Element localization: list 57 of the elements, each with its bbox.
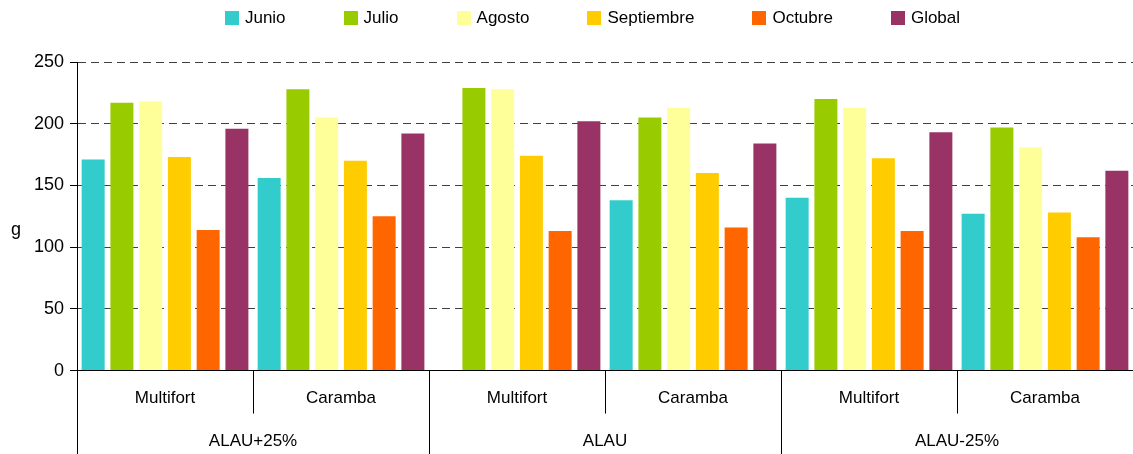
bar: [81, 159, 105, 371]
text: ALAU-25%: [914, 431, 1000, 451]
bar: [343, 160, 367, 371]
x-tick-label: Multifort: [134, 388, 196, 408]
legend-label: Junio: [244, 8, 286, 28]
bar: [225, 128, 249, 371]
bar: [638, 117, 662, 371]
y-tick-label: 150: [33, 174, 65, 195]
legend-label: Julio: [363, 8, 399, 28]
bar: [257, 178, 281, 371]
bar: [286, 89, 310, 371]
bar: [491, 89, 515, 371]
legend-label: Octubre: [772, 8, 833, 28]
bar: [695, 173, 719, 371]
y-tick-label: 100: [33, 236, 65, 257]
bar: [667, 107, 691, 371]
bar: [110, 102, 134, 371]
text: ALAU+25%: [208, 431, 298, 451]
x-tick-label: Multifort: [838, 388, 900, 408]
y-tick-label: 250: [33, 50, 65, 71]
y-axis-title: g: [10, 219, 22, 240]
bar: [315, 117, 339, 371]
bar: [961, 213, 985, 371]
bar: [139, 101, 163, 371]
bar: [900, 231, 924, 371]
y-tick-label: 50: [44, 297, 65, 318]
bar: [871, 158, 895, 371]
bar: [577, 121, 601, 371]
bar: [785, 197, 809, 371]
bar: [1019, 147, 1043, 371]
bar: [724, 227, 748, 371]
bar: [462, 87, 486, 371]
bar: [843, 107, 867, 371]
y-tick-label: 0: [54, 359, 65, 380]
bar: [1047, 212, 1071, 371]
legend-label: Septiembre: [607, 8, 695, 28]
text: ALAU: [582, 431, 628, 451]
bar: [814, 99, 838, 371]
bar: [401, 133, 425, 371]
y-tick-label: 200: [33, 112, 65, 133]
x-tick-label: Multifort: [486, 388, 548, 408]
bar: [548, 231, 572, 371]
bar: [753, 143, 777, 371]
x-tick-label: Caramba: [658, 388, 729, 408]
legend-label: Global: [910, 8, 961, 28]
bar: [929, 132, 953, 371]
bar: [990, 127, 1014, 371]
bar: [519, 155, 543, 371]
bar: [196, 229, 220, 371]
bar: [609, 200, 633, 371]
bar: [1076, 237, 1100, 371]
bar: [1105, 170, 1129, 371]
bar: [167, 157, 191, 371]
x-tick-label: Caramba: [306, 388, 377, 408]
bar: [372, 216, 396, 371]
legend-label: Agosto: [476, 8, 530, 28]
x-tick-label: Caramba: [1010, 388, 1081, 408]
